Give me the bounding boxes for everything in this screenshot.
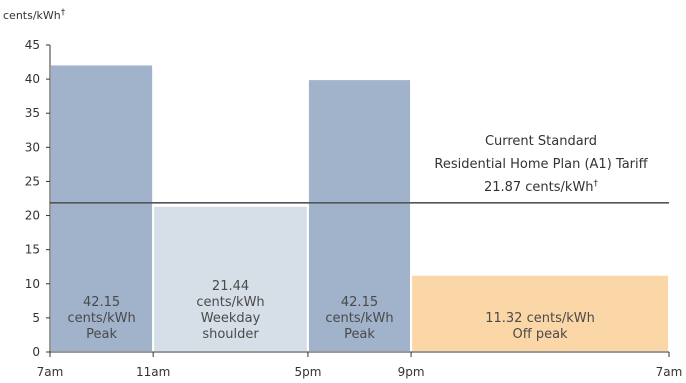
- y-tick-label: 40: [25, 72, 40, 86]
- standard-tariff-label: Current Standard Residential Home Plan (A…: [434, 134, 648, 172]
- y-tick-label: 20: [25, 209, 40, 223]
- bar-0: [49, 63, 155, 354]
- bar-2: [306, 78, 413, 353]
- x-tick-label: 11am: [136, 365, 170, 379]
- bar-label-line: Peak: [344, 327, 375, 342]
- y-unit-text: cents/kWh: [3, 9, 61, 22]
- bar-label-line: cents/kWh: [325, 311, 393, 326]
- bar-label-line: Off peak: [513, 327, 569, 342]
- bar-label-line: 21.44: [212, 279, 249, 294]
- x-tick-label: 5pm: [294, 365, 321, 379]
- bar-1: [152, 204, 309, 353]
- standard-tariff-value: 21.87 cents/kWh†: [484, 179, 599, 195]
- standard-tariff-label-line: Residential Home Plan (A1) Tariff: [434, 157, 648, 172]
- y-tick-label: 15: [25, 243, 40, 257]
- x-tick-label: 7am: [37, 365, 64, 379]
- bar-label-line: 42.15: [83, 295, 120, 310]
- y-tick-label: 10: [25, 277, 40, 291]
- y-unit-dagger: †: [61, 8, 66, 18]
- bar-label-1: 21.44 cents/kWh Weekday shoulder: [196, 279, 264, 342]
- bar-label-3: 11.32 cents/kWh Off peak: [485, 311, 595, 342]
- bar-label-line: cents/kWh: [67, 311, 135, 326]
- bar-label-line: Weekday: [201, 311, 261, 326]
- bar-label-line: shoulder: [202, 327, 259, 342]
- x-tick-label: 7am: [656, 365, 683, 379]
- y-tick-label: 5: [32, 311, 40, 325]
- bar-label-0: 42.15 cents/kWh Peak: [67, 295, 135, 342]
- standard-tariff-label-line: Current Standard: [485, 134, 597, 149]
- y-tick-label: 45: [25, 38, 40, 52]
- bar-3: [410, 273, 670, 353]
- bar-label-line: 42.15: [341, 295, 378, 310]
- x-tick-label: 9pm: [398, 365, 425, 379]
- y-tick-label: 35: [25, 106, 40, 120]
- standard-tariff-value-dagger: †: [594, 179, 599, 189]
- bar-label-2: 42.15 cents/kWh Peak: [325, 295, 393, 342]
- bar-label-line: cents/kWh: [196, 295, 264, 310]
- y-tick-label: 30: [25, 140, 40, 154]
- y-tick-label: 0: [32, 345, 40, 359]
- bar-label-line: 11.32 cents/kWh: [485, 311, 595, 326]
- standard-tariff-value-text: 21.87 cents/kWh: [484, 180, 594, 195]
- bar-label-line: Peak: [86, 327, 117, 342]
- y-unit-label: cents/kWh†: [3, 8, 66, 22]
- y-tick-label: 25: [25, 174, 40, 188]
